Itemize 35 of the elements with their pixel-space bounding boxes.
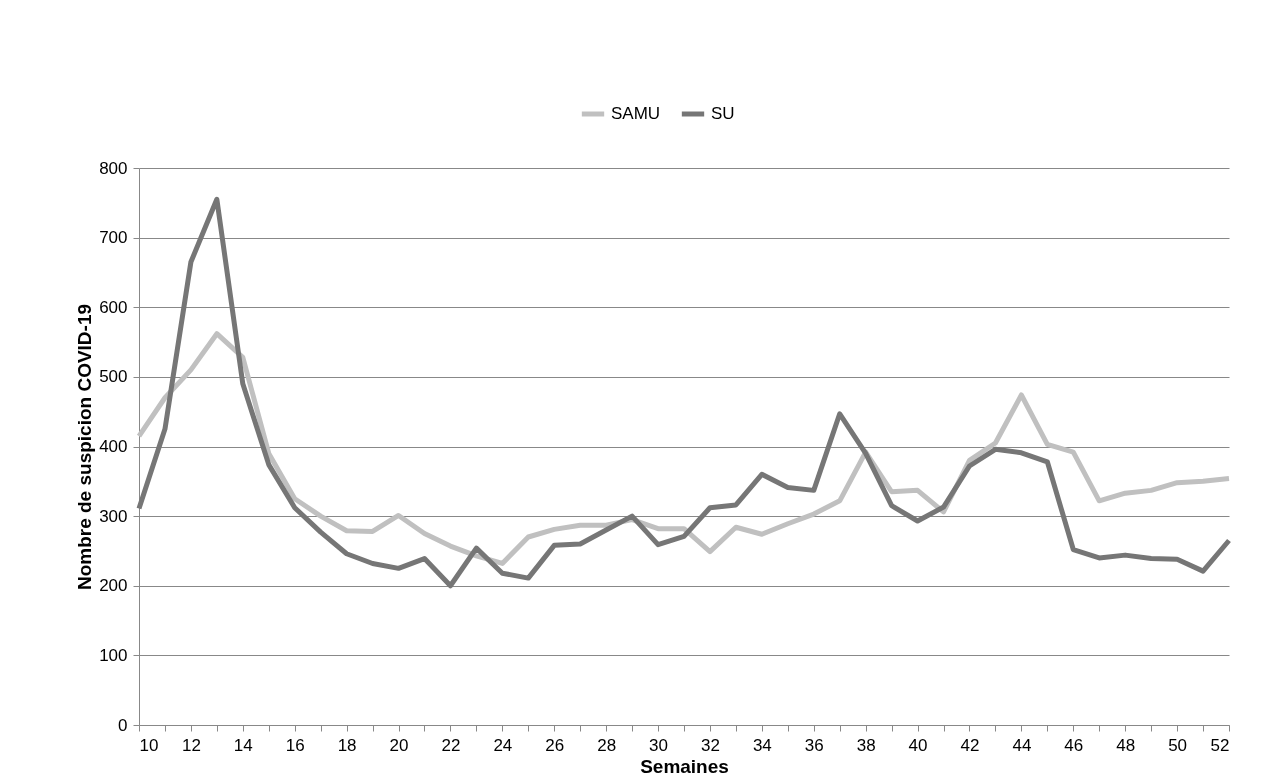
y-axis-title: Nombre de suspicion COVID-19 xyxy=(74,303,96,591)
x-tick-label: 20 xyxy=(389,735,409,755)
y-tick-label: 800 xyxy=(99,158,128,178)
x-tick-label: 46 xyxy=(1064,735,1084,755)
y-tick-label: 100 xyxy=(99,645,128,665)
x-tick-label: 22 xyxy=(441,735,461,755)
x-tick-label: 50 xyxy=(1168,735,1188,755)
y-tick-label: 300 xyxy=(99,506,128,526)
y-tick-label: 600 xyxy=(99,297,128,317)
x-tick-label: 24 xyxy=(493,735,513,755)
x-tick-label: 14 xyxy=(233,735,253,755)
x-tick-label: 16 xyxy=(285,735,305,755)
x-tick-label: 10 xyxy=(139,735,159,755)
x-tick-label: 34 xyxy=(752,735,772,755)
y-tick-label: 500 xyxy=(99,367,128,387)
x-tick-label: 30 xyxy=(649,735,669,755)
x-tick-label: 26 xyxy=(545,735,565,755)
x-tick-label: 40 xyxy=(908,735,928,755)
y-tick-label: 0 xyxy=(118,715,128,735)
y-tick-label: 400 xyxy=(99,437,128,456)
x-tick-label: 38 xyxy=(856,735,876,755)
x-tick-label: 28 xyxy=(597,735,617,755)
x-tick-label: 18 xyxy=(337,735,357,755)
x-tick-label: 12 xyxy=(181,735,201,755)
x-tick-label: 42 xyxy=(960,735,980,755)
legend-label: SU xyxy=(711,104,735,123)
x-tick-label: 48 xyxy=(1116,735,1136,755)
y-tick-label: 200 xyxy=(99,576,128,596)
x-tick-label: 32 xyxy=(700,735,720,755)
x-tick-label: 52 xyxy=(1210,735,1230,755)
legend-label: SAMU xyxy=(611,104,661,123)
y-tick-label: 700 xyxy=(99,228,128,248)
x-tick-label: 36 xyxy=(804,735,824,755)
x-axis-title: Semaines xyxy=(640,755,729,777)
x-tick-label: 44 xyxy=(1012,735,1032,755)
